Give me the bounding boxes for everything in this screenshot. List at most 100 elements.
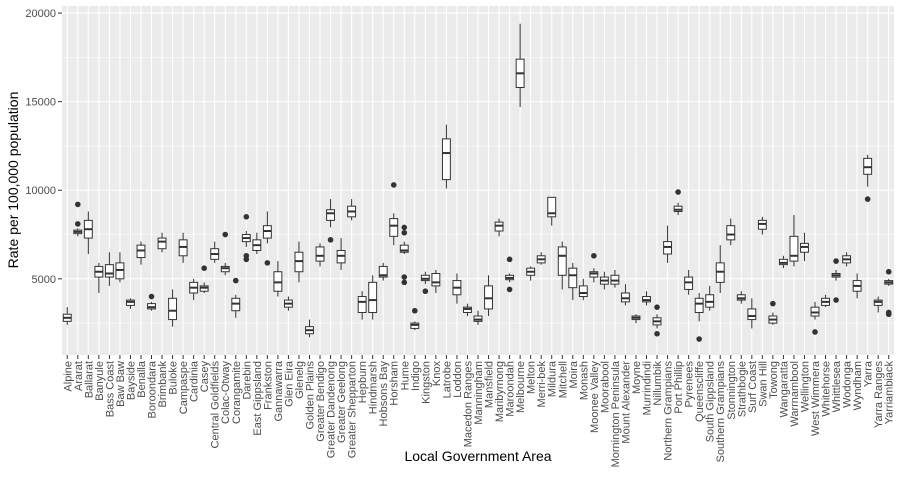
x-axis-title: Local Government Area xyxy=(404,448,551,464)
outlier-point xyxy=(264,260,271,266)
x-tick-label: Golden Plains xyxy=(304,361,316,430)
x-tick-label: Darebin xyxy=(241,361,253,400)
x-tick-label: Yarra Ranges xyxy=(873,361,885,429)
box-macedon-ranges xyxy=(463,303,472,317)
box-colac-otway xyxy=(220,231,230,276)
outlier-point xyxy=(675,189,681,195)
x-tick-label: Wyndham xyxy=(852,361,864,410)
box-yarra xyxy=(863,154,873,202)
box-maribyrnong xyxy=(494,218,504,237)
outlier-point xyxy=(654,304,660,310)
x-tick-label: Central Goldfields xyxy=(210,361,222,449)
box-mitchell xyxy=(557,241,567,290)
box-yarriambiack xyxy=(884,268,894,318)
outlier-point xyxy=(506,256,513,263)
box-melbourne xyxy=(515,23,525,107)
x-tick-label: Greater Shepparton xyxy=(347,361,359,458)
box-ballarat xyxy=(83,211,93,255)
x-tick-label: Manningham xyxy=(473,361,485,425)
box-moyne xyxy=(631,314,641,324)
box-iqr xyxy=(568,267,578,289)
box-iqr xyxy=(578,285,588,298)
x-tick-label: Maroondah xyxy=(505,361,517,417)
x-tick-label: Kingston xyxy=(420,361,432,404)
box-southern-grampians xyxy=(715,245,725,293)
box-pyrenees xyxy=(684,269,694,295)
box-nillumbik xyxy=(652,304,662,337)
box-iqr xyxy=(315,246,325,262)
x-tick-label: Mildura xyxy=(547,360,559,397)
outlier-point xyxy=(243,256,250,263)
box-strathbogie xyxy=(736,291,746,304)
x-tick-label: Strathbogie xyxy=(736,361,748,417)
x-tick-label: Indigo xyxy=(410,361,422,391)
box-ararat xyxy=(73,201,83,237)
x-tick-label: Melton xyxy=(526,361,538,394)
x-tick-label: Benalla xyxy=(136,360,148,398)
x-tick-label: Yarriambiack xyxy=(884,361,896,425)
outlier-point xyxy=(74,221,81,227)
x-tick-label: Maribyrnong xyxy=(494,361,506,422)
box-indigo xyxy=(410,307,420,331)
outlier-point xyxy=(327,237,334,243)
boxes-layer xyxy=(62,23,894,342)
box-moira xyxy=(568,262,578,301)
box-benalla xyxy=(136,241,146,265)
outlier-point xyxy=(74,201,81,208)
x-tick-label: Baw Baw xyxy=(115,361,127,407)
outlier-point xyxy=(422,288,429,295)
x-tick-label: Queenscliffe xyxy=(694,361,706,422)
x-tick-label: Bayside xyxy=(125,361,137,400)
x-tick-label: Yarra xyxy=(863,360,875,387)
x-tick-label: Alpine xyxy=(62,361,74,392)
outlier-point xyxy=(148,293,155,300)
outlier-point xyxy=(833,297,839,303)
box-cardinia xyxy=(189,278,199,301)
outlier-point xyxy=(412,307,418,314)
outlier-point xyxy=(201,265,207,271)
box-wodonga xyxy=(842,252,852,267)
x-tick-label: Corangamite xyxy=(231,361,243,424)
x-tick-label: Whitehorse xyxy=(821,361,833,417)
box-greater-dandenong xyxy=(326,199,336,243)
x-tick-label: Mitchell xyxy=(557,361,569,398)
outlier-point xyxy=(654,330,660,337)
x-tick-label: Glen Eira xyxy=(283,360,295,407)
box-northern-grampians xyxy=(663,225,673,263)
box-iqr xyxy=(357,296,367,313)
x-tick-label: Hindmarsh xyxy=(368,361,380,414)
x-tick-label: West Wimmera xyxy=(810,360,822,436)
box-iqr xyxy=(168,297,178,321)
x-tick-label: Northern Grampians xyxy=(663,361,675,461)
box-surf-coast xyxy=(747,298,757,329)
box-swan-hill xyxy=(757,216,767,235)
outlier-point xyxy=(390,182,397,188)
x-tick-label: Pyrenees xyxy=(684,361,696,408)
x-tick-label: Stonnington xyxy=(726,361,738,420)
box-iqr xyxy=(399,244,409,253)
outlier-point xyxy=(243,214,250,220)
x-tick-label: Mansfield xyxy=(484,361,496,408)
x-tick-label: Moonee Valley xyxy=(589,361,601,433)
box-wangaratta xyxy=(778,255,788,269)
outlier-point xyxy=(401,229,408,236)
x-tick-label: Macedon Ranges xyxy=(462,361,474,448)
x-tick-label: Nillumbik xyxy=(652,361,664,406)
y-tick-label: 15000 xyxy=(25,97,56,109)
box-iqr xyxy=(104,264,114,278)
x-tick-label: Greater Dandenong xyxy=(326,361,338,458)
x-tick-label: Moyne xyxy=(631,361,643,394)
box-mount-alexander xyxy=(620,284,630,306)
x-tick-label: Cardinia xyxy=(189,360,201,402)
outlier-point xyxy=(232,277,239,284)
box-manningham xyxy=(473,310,483,325)
outlier-point xyxy=(812,329,818,335)
box-buloke xyxy=(168,289,178,327)
x-tick-label: Horsham xyxy=(389,361,401,406)
box-whittlesea xyxy=(831,258,841,303)
box-west-wimmera xyxy=(810,301,820,335)
box-brimbank xyxy=(157,232,167,253)
box-iqr xyxy=(441,138,451,181)
box-towong xyxy=(768,300,778,325)
